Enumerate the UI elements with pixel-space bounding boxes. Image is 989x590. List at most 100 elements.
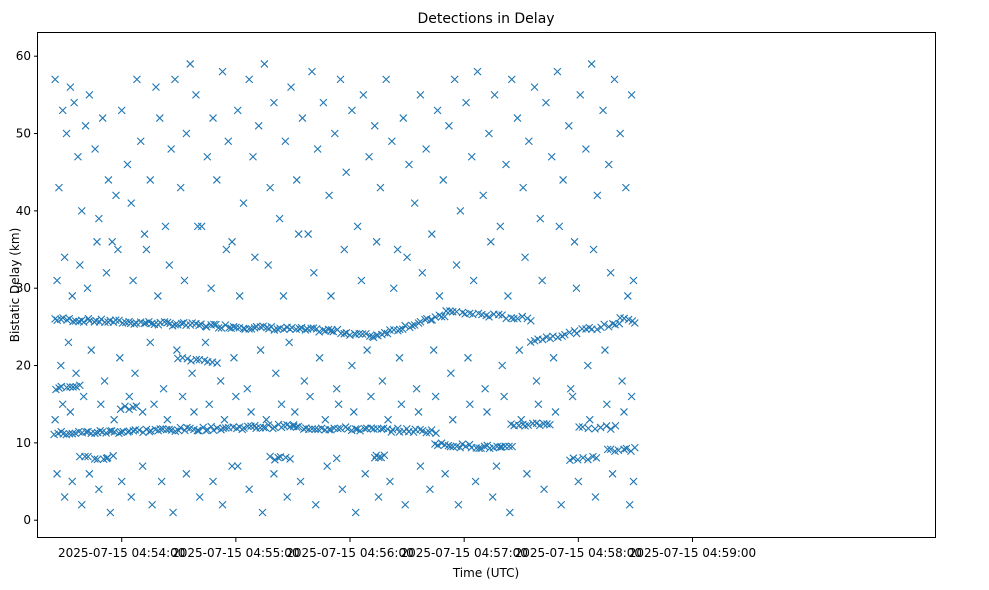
track-point (273, 325, 282, 334)
data-point (519, 183, 528, 192)
data-point (256, 346, 265, 354)
data-point (530, 83, 539, 92)
data-point (224, 137, 233, 146)
track-point (606, 425, 615, 433)
track-point (232, 323, 240, 332)
track-point (193, 426, 202, 435)
track-point (569, 454, 578, 463)
data-point (115, 353, 124, 362)
data-point (171, 75, 179, 84)
track-point (427, 426, 436, 434)
data-point (570, 237, 579, 246)
track-point (121, 402, 129, 411)
data-point (254, 121, 263, 130)
track-point (221, 321, 230, 329)
y-tick-label: 50 (16, 127, 31, 141)
data-point (627, 90, 636, 99)
data-point (481, 384, 489, 393)
data-point (125, 392, 134, 401)
data-point (610, 75, 619, 84)
x-axis-label: Time (UTC) (452, 566, 519, 580)
data-point (161, 222, 170, 231)
track-point (355, 329, 364, 338)
data-point (53, 276, 61, 285)
data-point (604, 160, 613, 169)
track-point (518, 312, 527, 321)
data-point (441, 469, 450, 478)
track-point (458, 440, 467, 448)
track-point (68, 429, 77, 438)
data-point (243, 384, 252, 393)
data-point (582, 145, 590, 153)
track-point (416, 317, 425, 326)
track-point (87, 429, 96, 438)
data-points (50, 60, 639, 517)
data-point (348, 106, 356, 115)
data-point (515, 346, 524, 354)
y-tick-label: 0 (23, 513, 31, 527)
data-point (376, 183, 385, 192)
data-point (60, 493, 69, 501)
data-point (159, 384, 168, 393)
track-point (422, 428, 431, 437)
data-point (553, 67, 562, 76)
data-point (64, 338, 73, 347)
data-point (587, 60, 596, 68)
y-tick-label: 10 (16, 436, 31, 450)
data-point (58, 400, 67, 409)
data-point (112, 191, 120, 200)
track-point (132, 402, 141, 411)
data-point (260, 60, 269, 68)
track-point (578, 423, 587, 431)
data-point (574, 477, 583, 486)
data-point (209, 114, 217, 122)
track-point (565, 328, 574, 337)
data-point (616, 129, 625, 138)
data-point (287, 83, 295, 92)
data-point (209, 477, 217, 486)
track-point (523, 314, 532, 323)
data-point (108, 237, 117, 246)
data-point (222, 245, 231, 254)
track-point (448, 307, 457, 316)
data-point (117, 477, 126, 486)
track-point (82, 428, 91, 436)
data-point (559, 176, 567, 184)
data-point (378, 377, 387, 385)
track-point (102, 429, 111, 437)
x-tick-label: 2025-07-15 04:55:00 (172, 546, 299, 560)
data-point (462, 98, 470, 107)
track-point (575, 423, 583, 431)
data-point (230, 353, 238, 362)
data-point (479, 191, 488, 200)
data-point (488, 493, 497, 501)
data-point (178, 392, 187, 401)
track-point (116, 405, 125, 414)
data-point (197, 222, 206, 231)
data-point (618, 377, 626, 385)
data-point (70, 98, 79, 107)
track-point (217, 324, 226, 332)
data-point (351, 508, 360, 517)
data-point (414, 408, 423, 416)
track-point (620, 445, 628, 454)
data-point (285, 338, 294, 347)
track-point (532, 419, 541, 428)
track-point (606, 445, 615, 454)
data-point (536, 214, 545, 223)
track-point (156, 425, 165, 433)
track-point (177, 319, 186, 328)
data-point (426, 485, 434, 494)
data-point (205, 400, 214, 409)
data-point (549, 353, 558, 362)
data-point (72, 369, 80, 378)
track-point (256, 322, 265, 331)
data-point (498, 361, 507, 370)
data-point (399, 114, 408, 122)
data-point (56, 361, 65, 370)
track-point (380, 451, 389, 460)
track-point (259, 423, 268, 432)
data-point (568, 392, 577, 401)
data-point (169, 508, 177, 517)
data-point (235, 292, 244, 300)
